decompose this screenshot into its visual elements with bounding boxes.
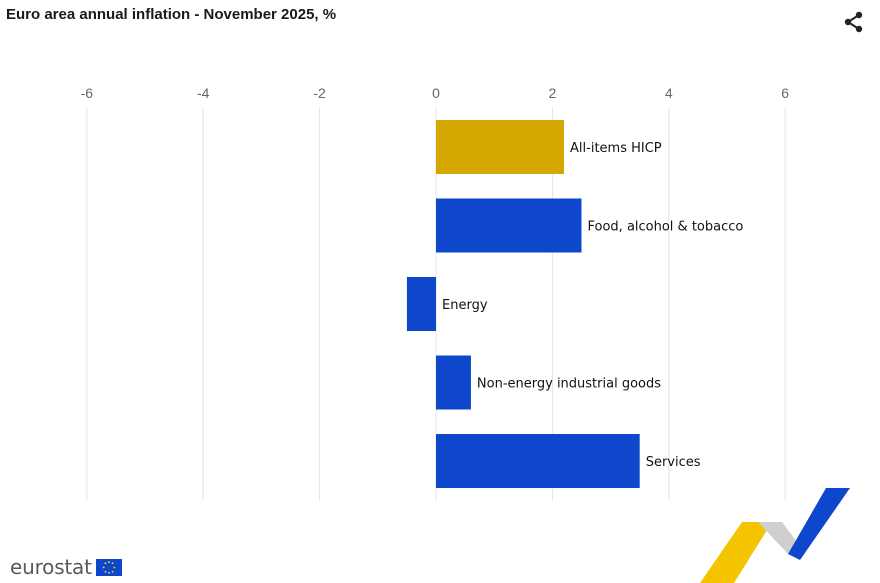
bar-category-label: Services bbox=[646, 455, 701, 470]
bar[interactable] bbox=[436, 355, 471, 410]
eu-flag-icon bbox=[95, 558, 122, 576]
share-icon bbox=[844, 11, 863, 33]
x-tick-label: -4 bbox=[197, 85, 210, 101]
x-tick-label: 2 bbox=[549, 85, 557, 101]
x-tick-label: 4 bbox=[665, 85, 673, 101]
bar-category-label: Food, alcohol & tobacco bbox=[588, 220, 744, 235]
eurostat-logo: eurostat bbox=[10, 555, 122, 579]
bar-category-label: Energy bbox=[442, 298, 488, 313]
bar[interactable] bbox=[436, 434, 640, 488]
x-tick-label: 6 bbox=[781, 85, 789, 101]
bar-category-label: Non-energy industrial goods bbox=[477, 377, 661, 392]
chart-title: Euro area annual inflation - November 20… bbox=[6, 6, 337, 23]
bar[interactable] bbox=[406, 277, 436, 331]
x-tick-label: -2 bbox=[313, 85, 326, 101]
decorative-swoosh bbox=[700, 488, 850, 583]
x-tick-label: -6 bbox=[81, 85, 94, 101]
bar[interactable] bbox=[436, 120, 565, 174]
x-axis-ticks: -6 -4 -2 0 2 4 6 bbox=[81, 85, 790, 101]
share-button[interactable] bbox=[842, 10, 866, 34]
bar-category-label: All-items HICP bbox=[570, 141, 662, 156]
bars-layer bbox=[406, 120, 640, 488]
bar-labels-layer: All-items HICP Food, alcohol & tobacco Ene… bbox=[442, 141, 743, 470]
x-tick-label: 0 bbox=[432, 85, 440, 101]
bar[interactable] bbox=[436, 198, 582, 253]
eurostat-wordmark: eurostat bbox=[10, 555, 92, 579]
